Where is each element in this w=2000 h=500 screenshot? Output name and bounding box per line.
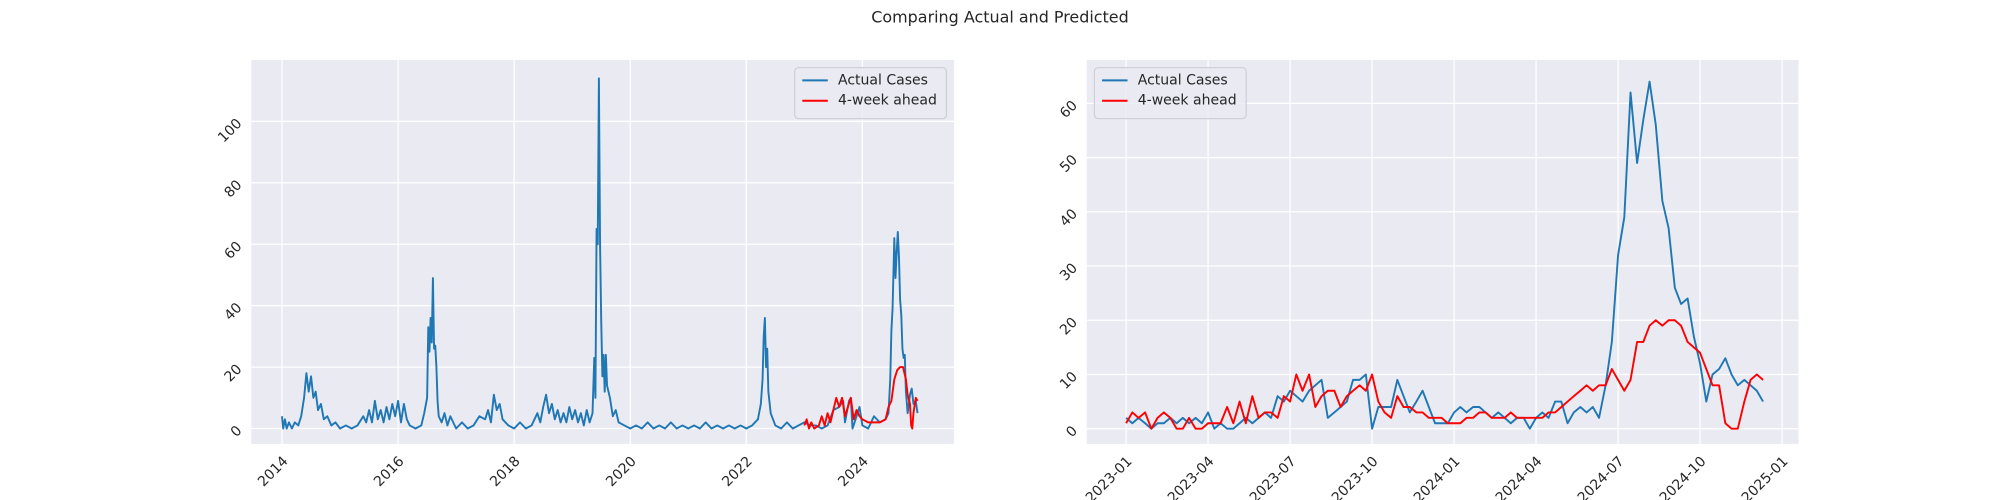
series-line <box>1125 80 1764 430</box>
legend-label: Actual Cases <box>838 72 928 88</box>
x-tick-label: 2024 <box>835 453 872 490</box>
y-tick-label: 60 <box>222 239 246 263</box>
y-tick-label: 10 <box>1057 369 1081 393</box>
y-tick-label: 60 <box>1057 98 1081 122</box>
y-tick-label: 30 <box>1057 260 1081 284</box>
plot-area <box>1086 59 1799 444</box>
figure-title: Comparing Actual and Predicted <box>871 7 1128 26</box>
x-tick-label: 2023-07 <box>1247 454 1300 500</box>
y-tick-label: 20 <box>222 361 246 385</box>
x-tick-label: 2024-10 <box>1657 454 1710 500</box>
x-tick-label: 2023-01 <box>1083 454 1136 500</box>
legend-box <box>794 66 948 120</box>
y-tick-label: 0 <box>1063 423 1081 441</box>
y-tick-label: 50 <box>1057 152 1081 176</box>
y-tick-label: 40 <box>1057 206 1081 230</box>
plot-area <box>251 59 955 444</box>
x-tick-label: 2023-10 <box>1329 454 1382 500</box>
series-line <box>1125 319 1764 430</box>
x-tick-label: 2020 <box>603 454 640 491</box>
x-tick-label: 2014 <box>255 453 292 490</box>
x-tick-label: 2022 <box>719 454 756 491</box>
y-tick-label: 100 <box>215 116 245 146</box>
y-tick-label: 20 <box>1057 315 1081 339</box>
x-tick-label: 2025-01 <box>1739 454 1792 500</box>
legend-label: 4-week ahead <box>838 93 937 109</box>
plot-lines <box>281 77 919 430</box>
y-tick-label: 80 <box>222 177 246 201</box>
legend-box <box>1093 66 1247 120</box>
x-tick-label: 2023-04 <box>1165 453 1218 500</box>
series-line <box>803 366 919 430</box>
x-tick-label: 2024-04 <box>1493 453 1546 500</box>
y-tick-label: 0 <box>228 423 246 441</box>
x-tick-label: 2024-07 <box>1575 454 1628 500</box>
x-tick-label: 2024-01 <box>1411 454 1464 500</box>
legend-label: Actual Cases <box>1138 72 1228 88</box>
x-tick-label: 2018 <box>487 454 524 491</box>
y-tick-label: 40 <box>222 300 246 324</box>
plot-lines <box>1125 80 1764 430</box>
legend-label: 4-week ahead <box>1138 93 1237 109</box>
x-tick-label: 2016 <box>371 453 408 490</box>
